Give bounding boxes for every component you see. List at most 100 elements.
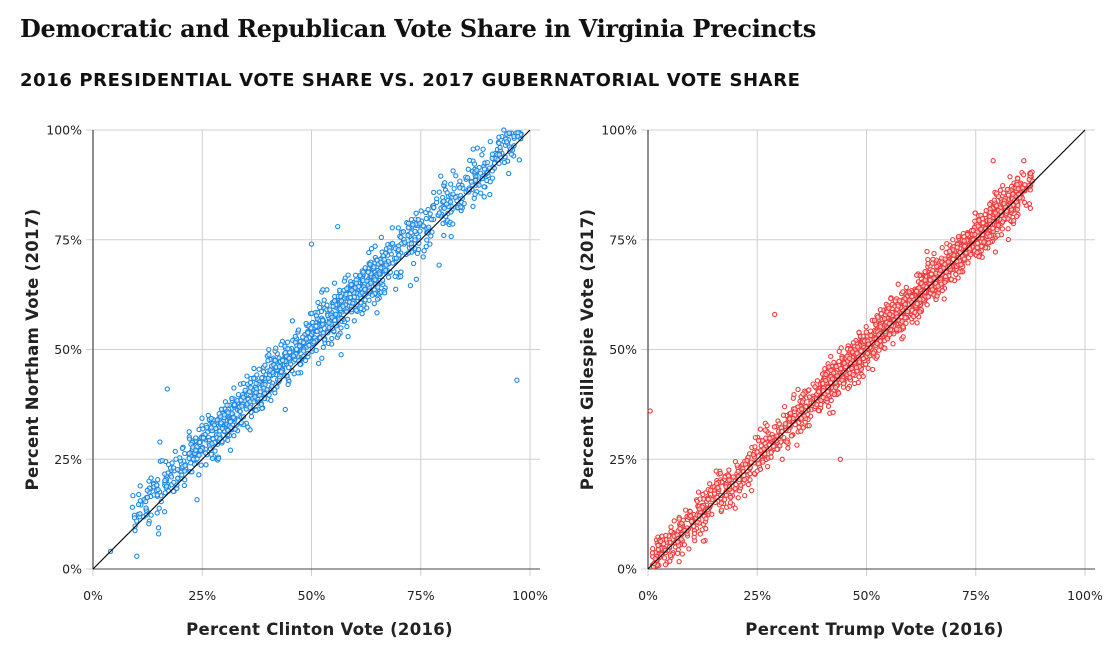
scatter-point — [253, 407, 259, 413]
scatter-point — [688, 518, 695, 525]
scatter-point — [182, 468, 188, 474]
scatter-point — [1020, 172, 1027, 178]
scatter-point — [667, 558, 673, 564]
scatter-point — [144, 494, 151, 501]
scatter-point — [1015, 186, 1021, 192]
scatter-point — [393, 255, 400, 261]
scatter-point — [132, 527, 138, 534]
scatter-point — [515, 133, 521, 140]
scatter-point — [974, 249, 980, 256]
scatter-point — [395, 247, 402, 253]
scatter-point — [833, 364, 839, 370]
scatter-point — [261, 390, 268, 397]
scatter-point — [994, 226, 1000, 233]
scatter-point — [194, 497, 200, 503]
scatter-point — [931, 250, 937, 257]
scatter-point — [508, 151, 515, 157]
scatter-point — [696, 506, 702, 512]
scatter-point — [364, 305, 370, 311]
scatter-point — [378, 259, 384, 265]
scatter-point — [975, 223, 981, 229]
scatter-point — [968, 251, 974, 258]
scatter-point — [991, 197, 997, 203]
scatter-point — [431, 204, 437, 211]
scatter-point — [504, 139, 510, 145]
scatter-point — [407, 282, 414, 289]
scatter-point — [247, 404, 253, 410]
scatter-point — [849, 349, 856, 355]
scatter-point — [344, 323, 350, 330]
scatter-point — [965, 260, 971, 266]
scatter-point — [686, 546, 692, 552]
scatter-point — [442, 180, 448, 186]
scatter-point — [489, 175, 496, 181]
scatter-point — [1001, 200, 1007, 207]
scatter-point — [144, 487, 150, 494]
scatter-point — [130, 492, 136, 499]
scatter-point — [480, 146, 486, 152]
scatter-point — [514, 377, 520, 383]
scatter-point — [129, 504, 136, 510]
y-tick-label: 50% — [609, 342, 637, 357]
scatter-point — [836, 358, 842, 365]
scatter-point — [200, 426, 206, 432]
scatter-point — [319, 355, 325, 361]
scatter-point — [481, 166, 488, 172]
scatter-point — [744, 457, 750, 464]
scatter-point — [929, 287, 936, 293]
scatter-point — [365, 269, 371, 275]
scatter-point — [1021, 199, 1028, 206]
scatter-point — [335, 332, 342, 338]
scatter-point — [721, 496, 728, 503]
scatter-point — [146, 521, 152, 527]
scatter-point — [815, 389, 822, 395]
x-tick-label: 25% — [188, 588, 216, 603]
scatter-point — [888, 296, 894, 302]
scatter-point — [674, 550, 681, 556]
scatter-point — [841, 360, 847, 366]
scatter-point — [338, 352, 344, 358]
scatter-point — [877, 324, 884, 330]
scatter-point — [253, 380, 259, 387]
scatter-point — [155, 531, 162, 537]
scatter-point — [1022, 181, 1028, 188]
scatter-point — [412, 228, 418, 235]
scatter-point — [212, 448, 218, 454]
scatter-point — [874, 353, 880, 359]
scatter-point — [343, 291, 349, 298]
scatter-point — [358, 305, 364, 312]
scatter-point — [727, 494, 734, 501]
scatter-point — [925, 294, 931, 300]
scatter-point — [348, 281, 355, 288]
scatter-point — [248, 413, 255, 420]
scatter-point — [221, 412, 228, 418]
scatter-point — [667, 552, 674, 559]
scatter-point — [408, 241, 415, 247]
scatter-point — [912, 309, 918, 316]
scatter-point — [225, 427, 231, 434]
scatter-point — [649, 550, 656, 556]
scatter-point — [928, 271, 935, 277]
scatter-point — [341, 278, 348, 284]
scatter-point — [276, 377, 283, 384]
scatter-point — [286, 355, 292, 361]
scatter-point — [227, 447, 234, 453]
scatter-point — [237, 408, 243, 415]
scatter-point — [856, 359, 863, 365]
scatter-point — [172, 448, 178, 455]
scatter-point — [839, 377, 845, 383]
scatter-point — [938, 281, 944, 287]
x-tick-label: 50% — [298, 588, 326, 603]
scatter-point — [295, 370, 301, 376]
scatter-point — [425, 206, 431, 213]
scatter-point — [860, 333, 866, 339]
scatter-point — [175, 475, 181, 481]
scatter-point — [1007, 174, 1013, 180]
scatter-point — [374, 296, 381, 302]
scatter-point — [295, 327, 302, 333]
scatter-point — [335, 223, 341, 230]
scatter-point — [441, 232, 447, 239]
x-axis-title: Percent Trump Vote (2016) — [745, 620, 1003, 639]
scatter-point — [713, 480, 720, 487]
scatter-point — [256, 366, 262, 372]
